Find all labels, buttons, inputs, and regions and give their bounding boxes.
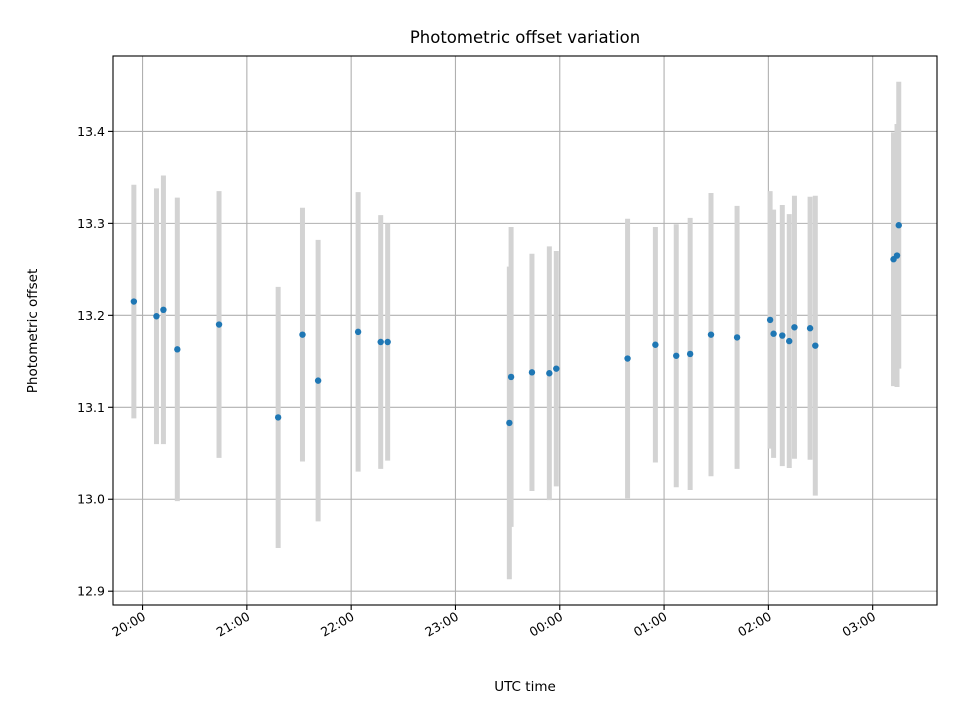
data-point	[673, 352, 680, 359]
data-point	[546, 370, 553, 377]
data-point	[130, 298, 138, 305]
data-point	[779, 332, 786, 339]
data-point	[506, 419, 513, 427]
data-point	[160, 306, 167, 314]
data-point	[707, 331, 715, 338]
data-point	[652, 341, 659, 348]
data-point	[153, 313, 160, 320]
data-point	[553, 365, 560, 372]
y-axis-label: Photometric offset	[25, 269, 41, 393]
y-tick-label: 13.4	[77, 124, 105, 139]
y-axis: 12.9 13.0 13.1 13.2 13.3 13.4	[77, 124, 113, 599]
data-point	[770, 330, 777, 337]
data-point	[733, 334, 741, 341]
data-point	[806, 325, 814, 332]
data-point	[314, 377, 322, 384]
data-point	[624, 355, 631, 362]
data-point	[174, 346, 181, 353]
data-point	[766, 316, 774, 324]
grid	[113, 56, 937, 605]
x-axis-label: UTC time	[494, 679, 556, 695]
data-point	[384, 338, 391, 346]
data-point	[274, 414, 282, 421]
y-tick-label: 13.0	[77, 492, 105, 507]
data-point	[507, 373, 515, 381]
data-point	[215, 321, 223, 328]
y-tick-label: 13.3	[77, 216, 105, 231]
data-point	[895, 222, 902, 229]
y-tick-label: 13.1	[77, 400, 105, 415]
data-point	[377, 338, 384, 346]
chart-title: Photometric offset variation	[410, 28, 640, 47]
data-point	[354, 328, 362, 336]
y-tick-label: 13.2	[77, 308, 105, 323]
data-point	[786, 337, 793, 345]
data-point	[791, 324, 798, 331]
plot-frame	[112, 55, 938, 606]
data-point	[528, 369, 536, 376]
data-point	[299, 331, 306, 338]
data-point	[686, 350, 694, 358]
data-points	[130, 222, 902, 427]
data-point	[812, 342, 819, 349]
data-point	[893, 252, 901, 259]
y-tick-label: 12.9	[77, 584, 105, 599]
